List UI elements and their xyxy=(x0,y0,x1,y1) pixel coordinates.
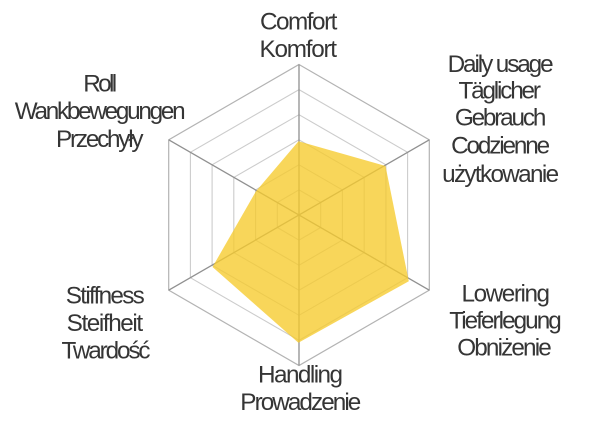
svg-text:Comfort: Comfort xyxy=(260,9,338,36)
svg-text:Twardość: Twardość xyxy=(62,338,151,365)
svg-text:Wankbewegungen: Wankbewegungen xyxy=(15,98,186,125)
svg-text:Handling: Handling xyxy=(258,362,343,389)
svg-text:Tieferlegung: Tieferlegung xyxy=(449,308,562,335)
svg-text:Täglicher: Täglicher xyxy=(458,78,541,105)
svg-text:użytkowanie: użytkowanie xyxy=(442,161,559,188)
svg-text:Obniżenie: Obniżenie xyxy=(457,335,552,362)
svg-text:Przechyły: Przechyły xyxy=(56,126,144,153)
svg-text:Daily usage: Daily usage xyxy=(448,51,554,78)
svg-text:Roll: Roll xyxy=(83,71,117,98)
svg-text:Komfort: Komfort xyxy=(260,36,338,63)
svg-text:Codzienne: Codzienne xyxy=(451,133,550,160)
svg-text:Steifheit: Steifheit xyxy=(67,310,144,337)
svg-text:Stiffness: Stiffness xyxy=(66,283,145,310)
svg-text:Prowadzenie: Prowadzenie xyxy=(240,389,361,416)
svg-text:Lowering: Lowering xyxy=(462,281,551,308)
svg-text:Gebrauch: Gebrauch xyxy=(455,104,546,131)
